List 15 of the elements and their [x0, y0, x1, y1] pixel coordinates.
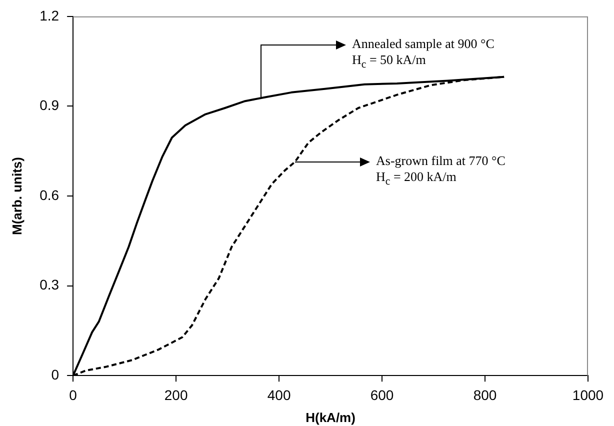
y-tick-label: 0.3	[40, 276, 60, 293]
y-tick-label: 0	[51, 366, 60, 382]
annotation: As-grown film at 770 °C H$_{c}$ = 200 kA/m	[376, 152, 506, 190]
x-tick-label: 600	[370, 386, 394, 403]
x-axis-title: H(kA/m)	[306, 410, 356, 425]
x-tick-label: 800	[473, 386, 497, 403]
annotation: Annealed sample at 900 °C H$_{c}$ = 50 kA/m	[352, 36, 494, 72]
y-tick-label: 1.2	[40, 7, 60, 24]
x-tick-label: 0	[69, 386, 78, 403]
x-tick-label: 400	[267, 386, 291, 403]
y-axis-title: M(arb. units)	[9, 157, 24, 235]
x-tick-label: 1000	[572, 386, 604, 403]
y-tick-label: 0.9	[40, 97, 60, 114]
y-tick-label: 0.6	[40, 186, 60, 203]
x-tick-label: 200	[164, 386, 188, 403]
